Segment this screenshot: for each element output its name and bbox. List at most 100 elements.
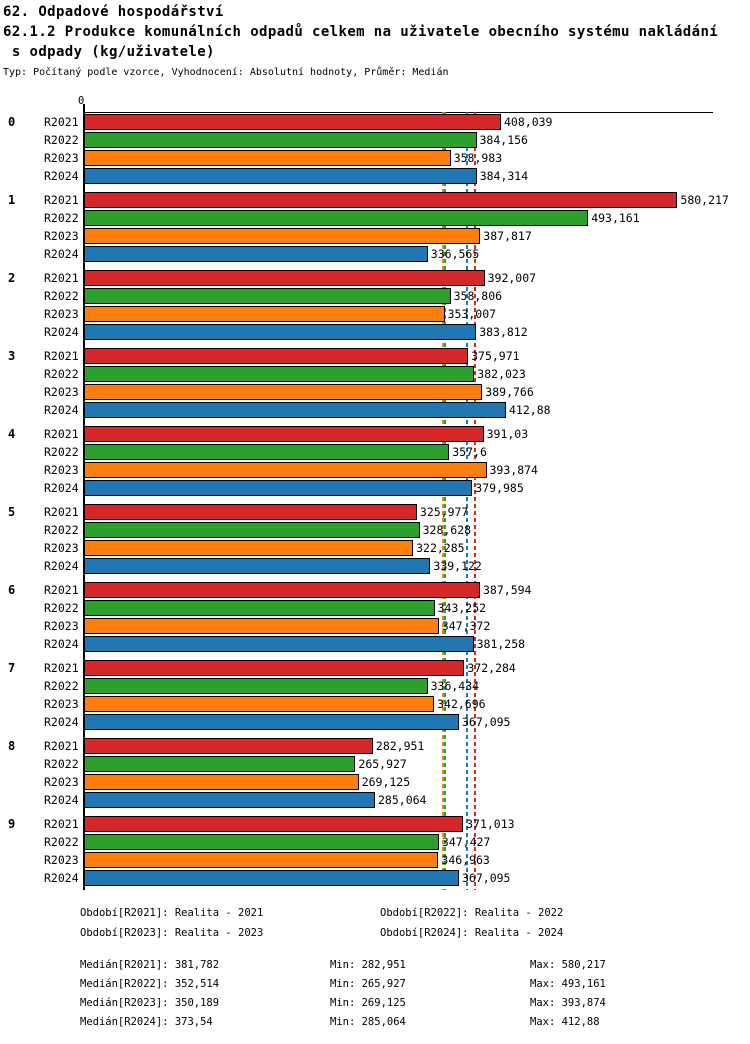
chart-groups: 0 R2021 408,039 R2022 384,156 R2023 358,983 R20… [0, 112, 750, 886]
bar-value-label: 384,156 [479, 133, 528, 147]
bar [83, 288, 451, 304]
bar-value-label: 393,874 [489, 463, 538, 477]
period-legend-item: Období[R2023]: Realita - 2023 [80, 927, 264, 939]
bar-value-label: 328,628 [422, 523, 472, 537]
bar-value-label: 493,161 [591, 211, 640, 225]
bar-row: R2022 328,628 [44, 522, 750, 538]
bar-value-label: 367,095 [462, 871, 511, 885]
group-rows: R2021 282,951 R2022 265,927 R2023 269,125 R202… [44, 738, 750, 808]
chart-group: 1 R2021 580,217 R2022 493,161 R2023 387,817 R20… [0, 192, 750, 262]
min-stat: Min: 265,927 [330, 978, 406, 990]
bar [83, 228, 481, 244]
bar-row: R2024 339,122 [44, 558, 750, 574]
series-label: R2021 [44, 661, 79, 675]
bar-row: R2023 389,766 [44, 384, 750, 400]
series-label: R2024 [44, 793, 79, 807]
group-label: 4 [8, 427, 16, 441]
bar-value-label: 347,427 [441, 835, 491, 849]
max-stat: Max: 393,874 [530, 997, 606, 1009]
bar-row: R2022 382,023 [44, 366, 750, 382]
series-label: R2023 [44, 307, 79, 321]
group-rows: R2021 372,284 R2022 336,434 R2023 342,696 R202… [44, 660, 750, 730]
bar-row: R2022 265,927 [44, 756, 750, 772]
series-label: R2022 [44, 133, 79, 147]
series-label: R2024 [44, 403, 79, 417]
bar-row: R2022 357,6 [44, 444, 750, 460]
series-label: R2022 [44, 757, 79, 771]
chart-group: 4 R2021 391,03 R2022 357,6 R2023 393,874 R2024 3… [0, 426, 750, 496]
bar-value-label: 371,013 [466, 817, 515, 831]
y-axis-line [83, 112, 85, 890]
series-label: R2022 [44, 367, 79, 381]
series-label: R2024 [44, 559, 79, 573]
bar-value-label: 389,766 [485, 385, 534, 399]
median-stat: Medián[R2022]: 352,514 [80, 978, 220, 990]
bar [83, 852, 439, 868]
bar-row: R2023 342,696 [44, 696, 750, 712]
bar-row: R2021 372,284 [44, 660, 750, 676]
group-label: 9 [8, 817, 16, 831]
chart-group: 6 R2021 387,594 R2022 343,252 R2023 347,372 R20… [0, 582, 750, 652]
bar [83, 132, 477, 148]
bar [83, 150, 451, 166]
bar-row: R2024 379,985 [44, 480, 750, 496]
bar-value-label: 336,434 [430, 679, 480, 693]
bar [83, 426, 484, 442]
bar [83, 540, 414, 556]
bar-value-label: 336,565 [430, 247, 480, 261]
series-label: R2023 [44, 853, 79, 867]
group-rows: R2021 325,977 R2022 328,628 R2023 322,285 R202… [44, 504, 750, 574]
group-label: 7 [8, 661, 16, 675]
median-stat: Medián[R2023]: 350,189 [80, 997, 220, 1009]
series-label: R2021 [44, 349, 79, 363]
bar [83, 870, 459, 886]
chart-group: 8 R2021 282,951 R2022 265,927 R2023 269,125 R20… [0, 738, 750, 808]
group-rows: R2021 371,013 R2022 347,427 R2023 346,963 R202… [44, 816, 750, 886]
series-label: R2023 [44, 775, 79, 789]
chart-title-line2: s odpady (kg/uživatele) [3, 44, 215, 60]
min-stat: Min: 285,064 [330, 1016, 406, 1028]
median-line-r2021 [474, 112, 477, 890]
report-header: 62. Odpadové hospodářství 62.1.2 Produkc… [3, 2, 747, 80]
bar-row: R2024 384,314 [44, 168, 750, 184]
bar-value-label: 353,007 [447, 307, 497, 321]
series-label: R2022 [44, 601, 79, 615]
stats-table: Medián[R2021]: 381,782 Min: 282,951 Max:… [80, 959, 740, 1028]
bar-value-label: 342,696 [437, 697, 486, 711]
bar [83, 168, 477, 184]
series-label: R2021 [44, 583, 79, 597]
group-rows: R2021 408,039 R2022 384,156 R2023 358,983 R202… [44, 114, 750, 184]
bar-value-label: 408,039 [504, 115, 553, 129]
bar [83, 270, 485, 286]
bar [83, 618, 439, 634]
x-axis-origin-label: 0 [78, 95, 85, 107]
bar [83, 348, 469, 364]
bar-row: R2021 387,594 [44, 582, 750, 598]
chart-group: 5 R2021 325,977 R2022 328,628 R2023 322,285 R20… [0, 504, 750, 574]
bar-value-label: 382,023 [477, 367, 526, 381]
chart-footer: Období[R2021]: Realita - 2021 Období[R20… [80, 907, 740, 1028]
group-label: 1 [8, 193, 16, 207]
bar [83, 756, 356, 772]
bar-value-label: 367,095 [462, 715, 511, 729]
bar-row: R2022 347,427 [44, 834, 750, 850]
chart-group: 0 R2021 408,039 R2022 384,156 R2023 358,983 R20… [0, 114, 750, 184]
group-rows: R2021 392,007 R2022 358,806 R2023 353,007 R202… [44, 270, 750, 340]
bar-value-label: 325,977 [419, 505, 469, 519]
series-label: R2022 [44, 211, 79, 225]
chart-group: 9 R2021 371,013 R2022 347,427 R2023 346,963 R20… [0, 816, 750, 886]
max-stat: Max: 580,217 [530, 959, 606, 971]
series-label: R2022 [44, 289, 79, 303]
bar [83, 504, 417, 520]
series-label: R2021 [44, 193, 79, 207]
bar [83, 678, 428, 694]
bar-row: R2022 343,252 [44, 600, 750, 616]
bar-row: R2023 269,125 [44, 774, 750, 790]
bar [83, 306, 445, 322]
bar-value-label: 379,985 [475, 481, 524, 495]
chart-title-line1: 62.1.2 Produkce komunálních odpadů celke… [3, 24, 719, 40]
bar-value-label: 339,122 [433, 559, 482, 573]
series-label: R2024 [44, 325, 79, 339]
bar-row: R2024 367,095 [44, 870, 750, 886]
period-legend: Období[R2021]: Realita - 2021 Období[R20… [80, 907, 740, 939]
